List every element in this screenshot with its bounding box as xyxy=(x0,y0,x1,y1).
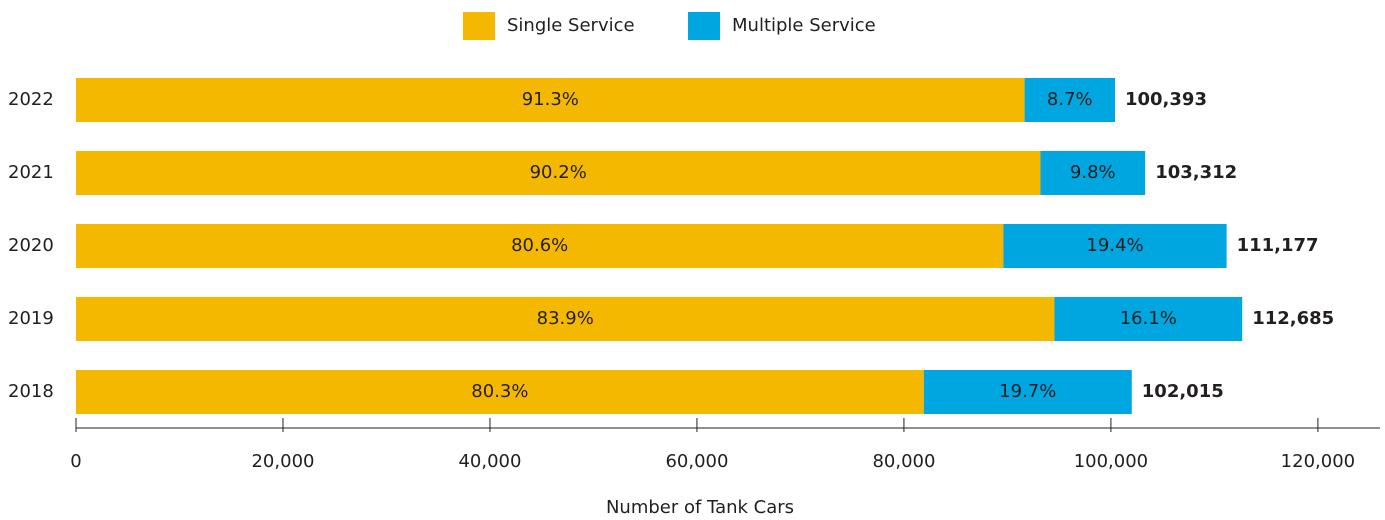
total-label: 112,685 xyxy=(1252,308,1334,329)
total-label: 100,393 xyxy=(1125,89,1207,110)
total-label: 102,015 xyxy=(1142,381,1224,402)
bar-share-label: 19.7% xyxy=(999,381,1056,402)
bar-segment xyxy=(76,370,924,414)
bar-share-label: 9.8% xyxy=(1070,162,1116,183)
bar-segment xyxy=(76,151,1041,195)
bar-segment xyxy=(76,224,1004,268)
y-tick-label: 2019 xyxy=(8,308,54,329)
bar-share-label: 80.6% xyxy=(511,235,568,256)
total-label: 103,312 xyxy=(1155,162,1237,183)
bar-share-label: 83.9% xyxy=(537,308,594,329)
bar-segment xyxy=(1054,297,1243,341)
bar-segment xyxy=(76,297,1055,341)
total-label: 111,177 xyxy=(1237,235,1319,256)
legend-label: Single Service xyxy=(507,15,635,36)
x-tick-label: 120,000 xyxy=(1281,451,1355,472)
y-tick-label: 2021 xyxy=(8,162,54,183)
y-tick-label: 2018 xyxy=(8,381,54,402)
y-tick-label: 2022 xyxy=(8,89,54,110)
bar-segment xyxy=(76,78,1025,122)
bar-segment xyxy=(1003,224,1227,268)
bar-share-label: 80.3% xyxy=(471,381,528,402)
bar-share-label: 90.2% xyxy=(530,162,587,183)
x-tick-label: 100,000 xyxy=(1074,451,1148,472)
bar-share-label: 16.1% xyxy=(1120,308,1177,329)
bar-share-label: 91.3% xyxy=(522,89,579,110)
x-tick-label: 80,000 xyxy=(872,451,935,472)
x-tick-label: 20,000 xyxy=(251,451,314,472)
y-tick-label: 2020 xyxy=(8,235,54,256)
legend-swatch xyxy=(688,12,720,40)
bar-segment xyxy=(923,370,1132,414)
legend-swatch xyxy=(463,12,495,40)
bar-segment xyxy=(1040,151,1146,195)
legend-label: Multiple Service xyxy=(732,15,876,36)
x-tick-label: 60,000 xyxy=(665,451,728,472)
bar-segment xyxy=(1024,78,1115,122)
bar-share-label: 19.4% xyxy=(1086,235,1143,256)
x-tick-label: 40,000 xyxy=(458,451,521,472)
x-axis-title: Number of Tank Cars xyxy=(606,497,794,518)
x-tick-label: 0 xyxy=(70,451,81,472)
bar-share-label: 8.7% xyxy=(1047,89,1093,110)
